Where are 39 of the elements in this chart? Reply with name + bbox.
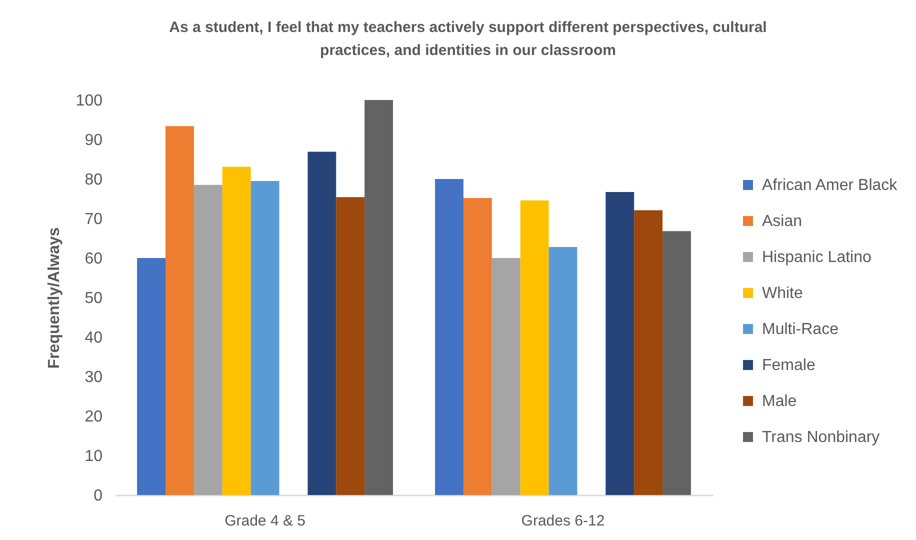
bar [492, 258, 520, 495]
legend-label: White [762, 285, 803, 302]
y-tick-label: 90 [84, 132, 103, 149]
bar [606, 192, 634, 495]
legend-label: Asian [762, 213, 802, 230]
y-tick-label: 80 [84, 172, 103, 188]
y-tick-label: 0 [94, 488, 103, 504]
bar [222, 166, 251, 495]
bar [435, 179, 464, 495]
y-tick-label: 10 [84, 448, 103, 465]
bar [194, 184, 222, 495]
bar [308, 152, 336, 495]
bar [662, 231, 691, 495]
legend-label: Hispanic Latino [762, 249, 872, 266]
x-tick-label: Grade 4 & 5 [224, 512, 306, 530]
legend-label: Male [762, 393, 797, 410]
y-tick-label: 70 [84, 211, 103, 228]
bar [520, 200, 549, 495]
bar [548, 246, 578, 495]
chart-title: As a student, I feel that my teachers actively support different perspectives, cultural practices, and identities in our classroom [169, 19, 767, 59]
y-axis-title: Frequently/Always [46, 227, 63, 369]
bar [336, 197, 365, 495]
legend-label: Trans Nonbinary [762, 429, 880, 446]
y-tick-label: 100 [76, 92, 103, 110]
bar [250, 180, 280, 495]
bar [137, 258, 166, 495]
x-tick-label: Grades 6-12 [521, 512, 605, 530]
legend-label: Female [762, 357, 816, 374]
bar [364, 100, 393, 495]
bar [165, 126, 194, 495]
y-tick-label: 50 [84, 290, 103, 307]
bar [463, 198, 492, 495]
y-tick-label: 60 [84, 250, 103, 268]
legend-label: Multi-Race [762, 321, 839, 338]
legend-label: African Amer Black [762, 177, 898, 194]
bar [634, 210, 663, 495]
y-tick-label: 20 [84, 408, 103, 426]
y-tick-label: 40 [84, 330, 103, 346]
y-tick-label: 30 [84, 369, 103, 386]
